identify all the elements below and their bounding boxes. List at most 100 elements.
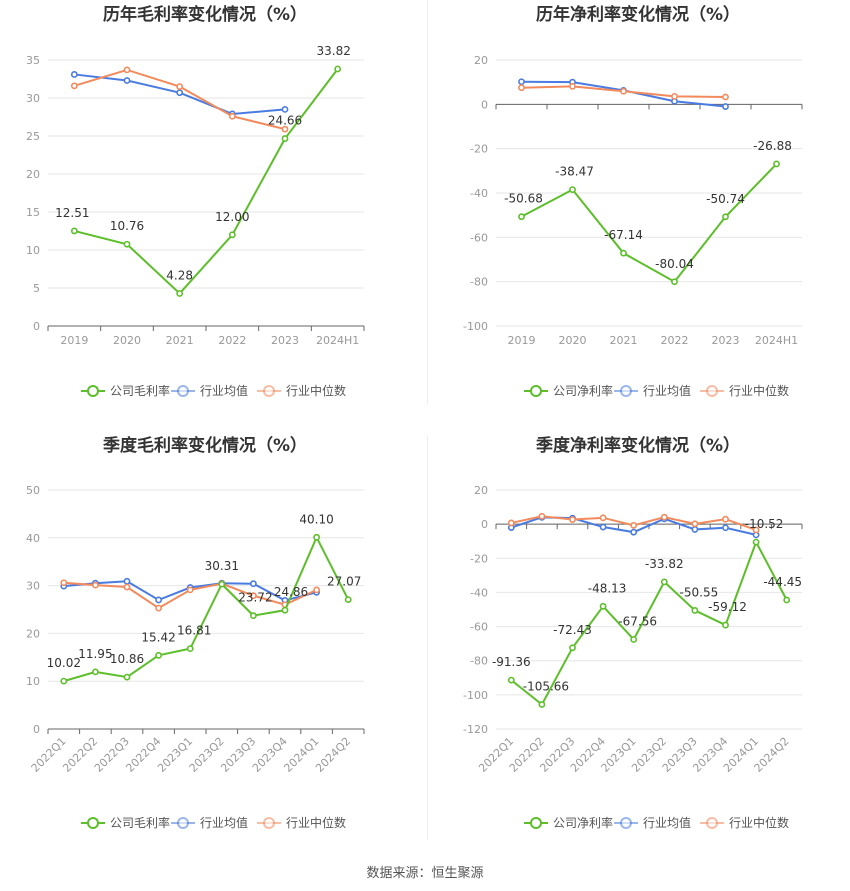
series-line-company: [74, 68, 339, 295]
y-tick-label: -60: [470, 621, 488, 634]
y-tick-label: -100: [463, 320, 488, 333]
data-point-company: [722, 213, 729, 221]
data-point-avg: [123, 77, 131, 84]
legend-item-median: 行业中位数: [700, 815, 789, 830]
legend-item-avg: 行业均值: [171, 815, 248, 830]
legend-item-company: 公司毛利率: [81, 383, 170, 398]
data-point-avg: [249, 580, 257, 588]
legend-item-median: 行业中位数: [700, 383, 789, 398]
chart-legend: 公司净利率 行业均值 行业中位数: [524, 815, 789, 830]
legend-item-avg: 行业均值: [614, 815, 691, 830]
y-tick-label: 15: [26, 206, 40, 219]
chart-title: 季度毛利率变化情况（%）: [103, 435, 307, 456]
data-label: -26.88: [753, 139, 792, 153]
data-point-avg: [630, 528, 638, 536]
data-point-company: [123, 240, 131, 248]
data-point-median: [155, 604, 162, 612]
data-point-company: [660, 578, 668, 586]
data-point-company: [281, 606, 289, 614]
y-tick-label: -80: [470, 276, 488, 289]
legend-item-median: 行业中位数: [257, 815, 346, 830]
y-tick-label: 25: [26, 130, 40, 143]
chart-title: 历年毛利率变化情况（%）: [103, 4, 307, 25]
data-label: -38.47: [555, 165, 594, 179]
y-tick-label: 30: [26, 92, 40, 105]
legend-label: 公司净利率: [553, 383, 613, 398]
data-label: 24.66: [268, 114, 302, 128]
panel-divider-bottom: [427, 435, 428, 840]
legend-label: 公司毛利率: [110, 815, 170, 830]
data-point-company: [538, 701, 546, 708]
legend-item-avg: 行业均值: [171, 383, 248, 398]
data-point-median: [660, 513, 668, 521]
x-tick-label: 2022: [218, 334, 246, 347]
data-label: -105.66: [523, 680, 569, 694]
data-point-company: [691, 607, 699, 614]
data-point-median: [186, 586, 194, 594]
legend-item-company: 公司毛利率: [81, 815, 170, 830]
data-point-avg: [518, 78, 525, 86]
data-label: 30.31: [205, 559, 239, 573]
y-tick-label: -80: [470, 655, 488, 668]
y-tick-label: 20: [26, 627, 40, 640]
legend-label: 行业均值: [643, 383, 691, 398]
chart-panel-2: 历年净利率变化情况（%） -100 -80 -60 -40 -20 0 20 2019 2020 2…: [463, 4, 803, 398]
data-point-median: [313, 586, 320, 594]
data-point-company: [155, 651, 162, 659]
data-label: -91.36: [492, 655, 531, 669]
y-tick-label: 10: [26, 675, 40, 688]
y-tick-label: 50: [26, 484, 40, 497]
y-tick-label: -40: [470, 586, 488, 599]
data-point-company: [218, 580, 226, 588]
chart-legend: 公司毛利率 行业均值 行业中位数: [81, 383, 346, 398]
data-point-median: [620, 87, 627, 95]
legend-swatch-marker: [263, 385, 275, 397]
x-tick-label: 2024Q2: [313, 735, 353, 775]
data-point-company: [671, 278, 678, 286]
data-point-company: [70, 227, 78, 235]
legend-swatch-marker: [263, 817, 275, 829]
data-point-avg: [155, 596, 162, 604]
legend-swatch-marker: [706, 817, 718, 829]
data-point-median: [60, 579, 68, 587]
y-tick-label: 0: [33, 320, 40, 333]
data-label: 10.02: [47, 656, 81, 670]
data-point-avg: [691, 526, 699, 533]
data-label: -44.45: [763, 575, 802, 589]
data-point-company: [569, 186, 576, 194]
x-tick-label: 2023: [712, 334, 740, 347]
y-tick-label: 10: [26, 244, 40, 257]
data-point-company: [334, 65, 342, 73]
data-point-company: [752, 538, 760, 546]
data-point-median: [599, 514, 607, 522]
data-point-median: [518, 84, 525, 92]
data-label: 10.76: [110, 219, 144, 233]
y-tick-label: 30: [26, 580, 40, 593]
data-label: 12.51: [55, 206, 89, 220]
legend-swatch-marker: [620, 817, 632, 829]
data-point-median: [630, 521, 638, 529]
chart-title: 季度净利率变化情况（%）: [536, 435, 740, 456]
y-tick-label: 20: [26, 168, 40, 181]
chart-title: 历年净利率变化情况（%）: [536, 4, 740, 25]
data-point-company: [344, 596, 352, 604]
data-point-company: [60, 677, 68, 685]
data-point-median: [507, 519, 515, 527]
chart-panel-1: 历年毛利率变化情况（%） 0 5 10 15 20 25 30 35 2019 2020 2021 20…: [26, 4, 365, 398]
legend-swatch-marker: [177, 817, 189, 829]
y-tick-label: 35: [26, 54, 40, 67]
data-point-median: [249, 592, 257, 600]
data-point-company: [92, 668, 99, 676]
legend-item-median: 行业中位数: [257, 383, 346, 398]
data-label: -50.55: [680, 585, 719, 599]
legend-swatch-marker: [87, 385, 99, 397]
data-point-median: [228, 112, 236, 120]
data-point-company: [176, 290, 184, 297]
data-point-company: [507, 676, 515, 684]
data-point-company: [773, 160, 780, 168]
legend-label: 行业均值: [200, 815, 248, 830]
legend-swatch-marker: [177, 385, 189, 397]
data-point-median: [722, 515, 729, 523]
data-label: -50.68: [504, 192, 543, 206]
data-label: 27.07: [327, 575, 361, 589]
